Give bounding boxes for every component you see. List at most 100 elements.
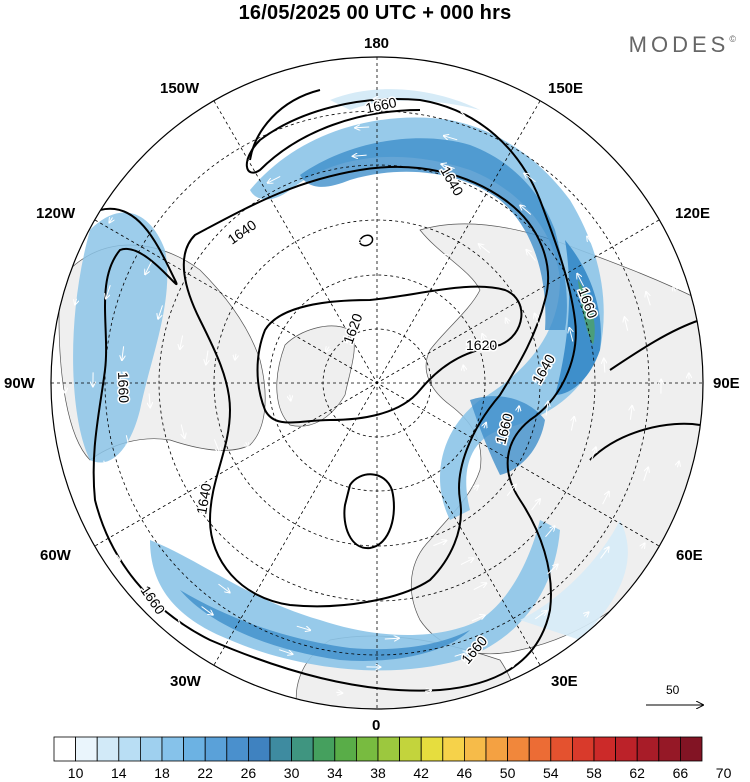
wind-arrow [479, 244, 491, 254]
wind-arrow [604, 359, 605, 373]
wind-arrow [106, 285, 111, 298]
wind-arrow [518, 406, 519, 413]
wind-arrow [408, 332, 413, 335]
wind-arrow [498, 95, 504, 97]
colorbar-swatch [420, 736, 444, 762]
wind-arrow [535, 611, 546, 620]
wind-arrow [341, 431, 346, 434]
contour-label: 1660 [115, 372, 132, 404]
wind-arrow [591, 447, 596, 461]
lon-label-90w: 90W [4, 375, 35, 392]
wind-arrow [268, 175, 281, 182]
wind-arrow [214, 255, 223, 267]
wind-arrow [444, 136, 458, 141]
colorbar-swatch [53, 736, 77, 762]
wind-arrow [287, 561, 300, 568]
wind-arrow [643, 468, 649, 481]
colorbar-swatch [334, 736, 357, 762]
colorbar-swatch [485, 736, 509, 762]
colorbar-swatch [96, 736, 120, 762]
wind-arrow [199, 228, 209, 240]
colorbar-swatch [680, 736, 703, 762]
wind-arrow [646, 292, 651, 306]
wind-arrow [392, 525, 399, 526]
wind-arrow [353, 155, 367, 156]
wind-arrow [546, 402, 548, 416]
wind-arrow [117, 555, 120, 560]
wind-arrow [535, 314, 541, 327]
wind-arrow [602, 492, 609, 505]
wind-arrow [213, 439, 219, 452]
colorbar-tick-label: 34 [327, 765, 343, 781]
wind-arrow [630, 406, 632, 420]
colorbar-tick-label: 22 [197, 765, 213, 781]
wind-arrow [239, 101, 244, 104]
wind-arrow [355, 240, 362, 241]
wind-arrows [65, 73, 689, 693]
wind-arrow [384, 638, 399, 639]
colorbar-tick-label: 50 [499, 765, 516, 781]
wind-arrow [218, 505, 228, 516]
wind-arrow [279, 649, 292, 655]
wind-scale-label: 50 [666, 683, 680, 697]
colorbar-swatch [658, 736, 681, 762]
wind-arrow [421, 488, 427, 490]
wind-arrow [158, 517, 167, 530]
wind-arrow [460, 558, 474, 566]
colorbar-tick-label: 42 [413, 765, 429, 781]
wind-arrow [642, 543, 645, 548]
colorbar-swatch [355, 736, 379, 762]
wind-arrow [169, 479, 176, 493]
wind-arrow [463, 365, 464, 372]
wind-arrow [145, 261, 152, 275]
wind-arrow [181, 424, 184, 439]
lon-label-180: 180 [364, 35, 390, 52]
colorbar-swatch [593, 736, 617, 762]
colorbar-tick-label: 46 [456, 765, 473, 781]
wind-arrow [269, 144, 283, 151]
wind-arrow [471, 615, 485, 622]
wind-arrow [443, 255, 448, 258]
wind-arrow [149, 393, 150, 407]
wind-arrow [454, 652, 468, 657]
map-border [50, 56, 704, 710]
wind-arrow [634, 206, 637, 211]
colorbar-tick-label: 58 [586, 765, 602, 781]
wind-arrow [122, 346, 124, 360]
colorbar-tick-label: 70 [715, 765, 732, 781]
wind-arrow [600, 547, 609, 559]
wind-arrow [268, 338, 270, 344]
contour-label: 1640 [193, 482, 214, 516]
colorbar-tick-label: 30 [283, 765, 300, 781]
colorbar-swatch [528, 736, 552, 762]
colorbar-swatch [442, 736, 465, 762]
wind-arrow [484, 423, 486, 429]
wind-arrow [405, 300, 411, 302]
wind-arrow [520, 205, 532, 215]
colorbar-swatch [463, 736, 487, 762]
wind-arrow [417, 274, 423, 276]
wind-arrow [276, 277, 280, 281]
colorbar-swatch [75, 736, 98, 762]
wind-arrow [569, 328, 572, 342]
wind-arrow [433, 541, 446, 547]
colorbar-swatch [572, 736, 595, 762]
lon-label-0: 0 [372, 717, 381, 734]
wind-arrow [103, 460, 108, 474]
wind-arrow [506, 485, 516, 497]
wind-arrow [605, 213, 614, 225]
map-title: 16/05/2025 00 UTC + 000 hrs [238, 2, 512, 24]
wind-arrow [587, 237, 596, 249]
wind-arrow [547, 564, 558, 575]
wind-arrow [336, 692, 342, 693]
wind-arrow [238, 269, 248, 281]
lon-label-60w: 60W [40, 547, 71, 564]
lon-label-90e: 90E [713, 375, 740, 392]
wind-arrow [207, 146, 219, 155]
wind-arrow [270, 427, 272, 433]
lon-label-30e: 30E [551, 673, 578, 690]
colorbar-swatch [399, 736, 422, 762]
wind-arrow [281, 200, 294, 207]
colorbar-tick-label: 62 [629, 765, 645, 781]
height-contours [92, 89, 701, 692]
